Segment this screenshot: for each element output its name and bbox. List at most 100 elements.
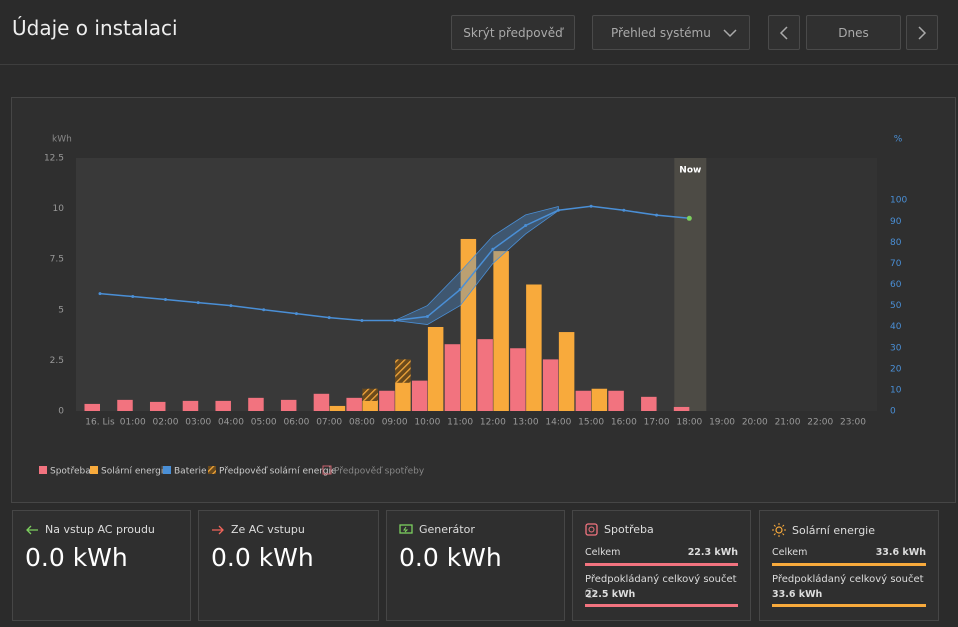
battery-point bbox=[360, 319, 363, 322]
battery-point bbox=[99, 292, 102, 295]
battery-point bbox=[229, 304, 232, 307]
x-tick-label: 14:00 bbox=[545, 418, 571, 428]
x-tick-label: 01:00 bbox=[120, 418, 146, 428]
label: Předpokládaný celkový součet bbox=[585, 574, 737, 585]
bar bbox=[585, 604, 738, 607]
x-tick-label: 07:00 bbox=[316, 418, 342, 428]
y2-tick-label: 60 bbox=[890, 280, 902, 290]
card: Generátor 0.0 kWh bbox=[386, 510, 565, 621]
value: 33.6 kWh bbox=[876, 547, 926, 558]
y2-tick-label: 10 bbox=[890, 385, 902, 395]
legend-swatch bbox=[39, 466, 47, 474]
y2-tick-label: 30 bbox=[890, 343, 902, 353]
legend-swatch bbox=[90, 466, 98, 474]
bar bbox=[592, 389, 608, 411]
y2-tick-label: 100 bbox=[890, 196, 907, 206]
y2-tick-label: 70 bbox=[890, 259, 902, 269]
bar bbox=[585, 563, 738, 566]
x-tick-label: 06:00 bbox=[283, 418, 309, 428]
bar bbox=[248, 398, 264, 411]
bar bbox=[772, 604, 926, 607]
x-tick-label: 10:00 bbox=[414, 418, 440, 428]
x-tick-label: 22:00 bbox=[807, 418, 833, 428]
battery-point bbox=[295, 312, 298, 315]
bar bbox=[772, 563, 926, 566]
bar bbox=[526, 285, 542, 412]
y2-tick-label: 40 bbox=[890, 322, 902, 332]
bar bbox=[395, 383, 411, 411]
card-value: 0.0 kWh bbox=[211, 543, 314, 572]
x-tick-label: 12:00 bbox=[480, 418, 506, 428]
card-title: Generátor bbox=[419, 523, 475, 536]
bar bbox=[641, 397, 657, 411]
chart: NowkWh%02.557.51012.50102030405060708090… bbox=[0, 0, 958, 505]
battery-point bbox=[393, 319, 396, 322]
card: Spotřeba Celkem22.3 kWh Předpokládaný ce… bbox=[572, 510, 751, 621]
card-title: Solární energie bbox=[792, 524, 875, 537]
bar bbox=[314, 394, 330, 411]
battery-point bbox=[328, 316, 331, 319]
y-tick-label: 2.5 bbox=[50, 356, 64, 366]
bar bbox=[428, 327, 444, 411]
legend-label: Baterie bbox=[174, 467, 207, 477]
card-value: 0.0 kWh bbox=[25, 543, 128, 572]
battery-point bbox=[131, 295, 134, 298]
y-tick-label: 12.5 bbox=[44, 154, 64, 164]
legend-swatch bbox=[208, 466, 216, 474]
y2-tick-label: 20 bbox=[890, 364, 902, 374]
card: Na vstup AC proudu 0.0 kWh bbox=[12, 510, 191, 621]
card-title: Spotřeba bbox=[604, 523, 654, 536]
bar bbox=[362, 389, 378, 401]
y2-tick-label: 90 bbox=[890, 217, 902, 227]
battery-point bbox=[524, 224, 527, 227]
legend-label: Předpověď solární energie bbox=[219, 467, 337, 477]
now-band bbox=[674, 158, 706, 411]
x-tick-label: 18:00 bbox=[676, 418, 702, 428]
bar bbox=[543, 359, 559, 411]
legend-label: Solární energie bbox=[101, 467, 169, 477]
y-tick-label: 10 bbox=[53, 204, 65, 214]
bar bbox=[608, 391, 624, 411]
plot-area bbox=[76, 158, 689, 411]
bar bbox=[493, 251, 509, 411]
bar bbox=[330, 406, 346, 411]
card: Solární energie Celkem33.6 kWh Předpoklá… bbox=[759, 510, 939, 621]
bar bbox=[395, 359, 411, 382]
x-tick-label: 16:00 bbox=[611, 418, 637, 428]
bar bbox=[215, 401, 231, 411]
x-tick-label: 20:00 bbox=[742, 418, 768, 428]
card-title: Ze AC vstupu bbox=[231, 523, 305, 536]
bar bbox=[510, 348, 526, 411]
y2-axis-label: % bbox=[894, 135, 903, 145]
x-tick-label: 15:00 bbox=[578, 418, 604, 428]
battery-point bbox=[262, 308, 265, 311]
bar bbox=[85, 404, 101, 411]
x-tick-label: 04:00 bbox=[218, 418, 244, 428]
row: Celkem22.3 kWh bbox=[585, 547, 738, 558]
icon bbox=[772, 523, 786, 537]
y-tick-label: 0 bbox=[58, 407, 64, 417]
x-tick-label: 05:00 bbox=[251, 418, 277, 428]
bar bbox=[576, 391, 592, 411]
x-tick-label: 21:00 bbox=[775, 418, 801, 428]
battery-point bbox=[557, 209, 560, 212]
x-tick-label: 02:00 bbox=[153, 418, 179, 428]
bar bbox=[281, 400, 297, 411]
value: 22.3 kWh bbox=[688, 547, 738, 558]
legend-label: Předpověď spotřeby bbox=[334, 467, 425, 477]
plot-area-future bbox=[689, 158, 877, 411]
card: Ze AC vstupu 0.0 kWh bbox=[198, 510, 379, 621]
card-title: Na vstup AC proudu bbox=[45, 523, 155, 536]
icon bbox=[585, 523, 598, 536]
bar bbox=[559, 332, 575, 411]
bar bbox=[183, 401, 199, 411]
battery-point bbox=[164, 298, 167, 301]
battery-point bbox=[622, 209, 625, 212]
y2-tick-label: 50 bbox=[890, 301, 902, 311]
bar bbox=[362, 401, 378, 411]
legend-label: Spotřeba bbox=[50, 467, 91, 477]
bar bbox=[477, 339, 493, 411]
y-tick-label: 5 bbox=[58, 305, 64, 315]
bar bbox=[346, 398, 362, 411]
